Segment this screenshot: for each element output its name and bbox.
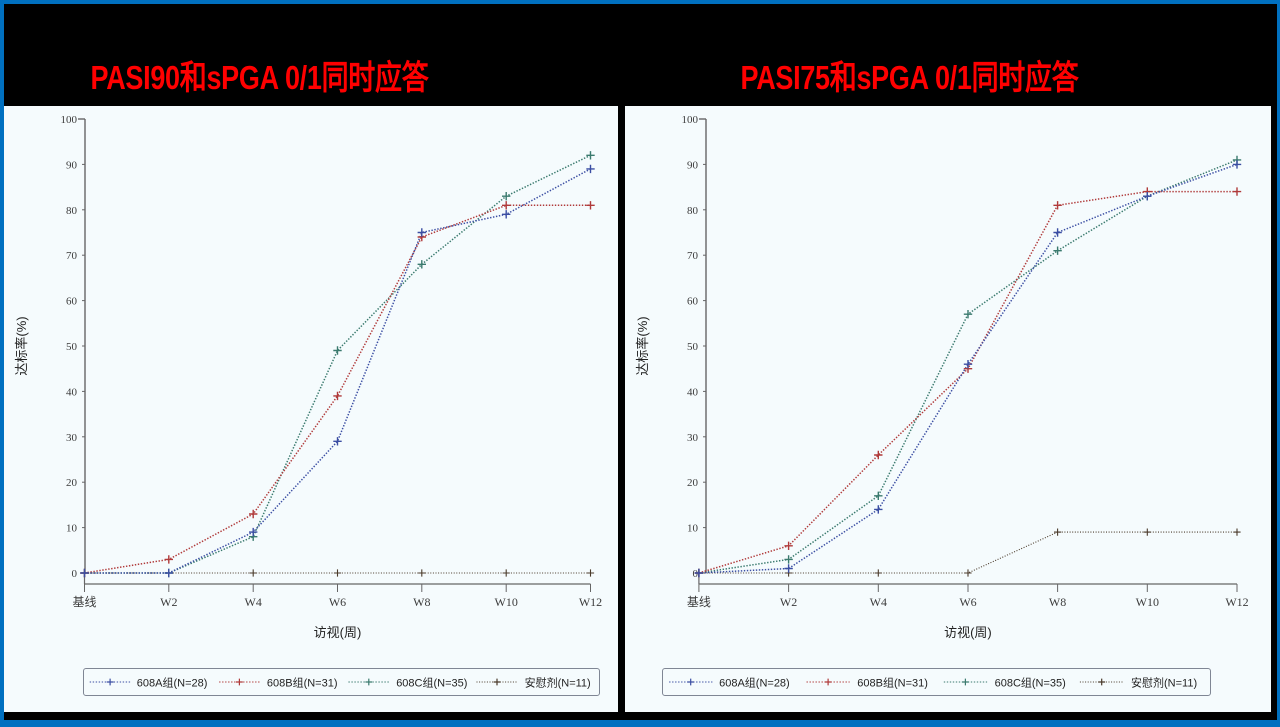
svg-text:W6: W6 (959, 595, 976, 609)
svg-text:608A组(N=28): 608A组(N=28) (719, 675, 790, 689)
svg-text:100: 100 (681, 114, 698, 126)
svg-text:W6: W6 (328, 595, 345, 609)
svg-text:30: 30 (687, 432, 699, 444)
svg-text:W12: W12 (1225, 595, 1248, 609)
svg-text:访视(周): 访视(周) (313, 625, 361, 640)
svg-text:W10: W10 (494, 595, 517, 609)
svg-text:60: 60 (687, 296, 699, 308)
svg-text:20: 20 (687, 477, 699, 489)
svg-text:W2: W2 (160, 595, 177, 609)
svg-text:达标率(%): 达标率(%) (635, 316, 650, 375)
svg-text:40: 40 (66, 386, 78, 398)
svg-text:W2: W2 (779, 595, 796, 609)
svg-text:50: 50 (66, 341, 78, 353)
svg-text:W4: W4 (244, 595, 261, 609)
svg-text:10: 10 (66, 523, 78, 535)
svg-text:访视(周): 访视(周) (944, 625, 992, 640)
svg-text:100: 100 (60, 114, 77, 126)
svg-text:50: 50 (687, 341, 699, 353)
svg-text:80: 80 (687, 205, 699, 217)
svg-text:达标率(%): 达标率(%) (14, 316, 29, 375)
svg-text:0: 0 (71, 568, 77, 580)
svg-text:20: 20 (66, 477, 78, 489)
svg-text:90: 90 (687, 159, 699, 171)
svg-text:608B组(N=31): 608B组(N=31) (266, 675, 337, 689)
svg-text:基线: 基线 (72, 595, 96, 609)
svg-text:W12: W12 (578, 595, 601, 609)
svg-text:W4: W4 (869, 595, 886, 609)
svg-text:W8: W8 (413, 595, 430, 609)
svg-text:608A组(N=28): 608A组(N=28) (136, 675, 207, 689)
svg-text:0: 0 (692, 568, 698, 580)
svg-text:70: 70 (687, 250, 699, 262)
svg-text:608B组(N=31): 608B组(N=31) (857, 675, 928, 689)
svg-text:80: 80 (66, 205, 78, 217)
svg-text:安慰剂(N=11): 安慰剂(N=11) (1131, 675, 1197, 689)
svg-text:基线: 基线 (686, 595, 710, 609)
svg-text:90: 90 (66, 159, 78, 171)
svg-text:40: 40 (687, 386, 699, 398)
svg-text:70: 70 (66, 250, 78, 262)
svg-text:30: 30 (66, 432, 78, 444)
svg-text:608C组(N=35): 608C组(N=35) (396, 675, 467, 689)
svg-text:W10: W10 (1135, 595, 1158, 609)
svg-text:W8: W8 (1048, 595, 1065, 609)
svg-text:安慰剂(N=11): 安慰剂(N=11) (524, 675, 590, 689)
svg-text:60: 60 (66, 296, 78, 308)
svg-text:608C组(N=35): 608C组(N=35) (994, 675, 1065, 689)
svg-text:10: 10 (687, 523, 699, 535)
